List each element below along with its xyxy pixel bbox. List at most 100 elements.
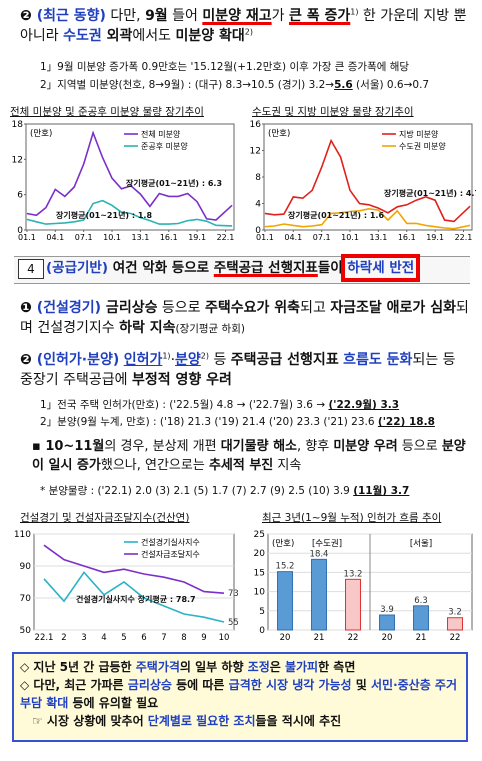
plot-frame xyxy=(25,123,235,231)
series-line xyxy=(26,199,233,227)
bar xyxy=(277,571,293,631)
point: ▪ 10~11월의 경우, 분상제 개편 대기물량 해소, 향후 미분양 우려 … xyxy=(32,438,472,476)
text-run: 미분양 우려 xyxy=(333,439,398,454)
series-line xyxy=(43,571,225,623)
chart: 0 4 8 12 16 (만호) 01.1 04.1 07.1 10.1 13.1 16.1 19.1 2… xyxy=(250,120,476,242)
text-run: 불가피 xyxy=(284,660,319,674)
footnote: 2」분양(9월 누계, 만호) : ('18) 21.3 ('19) 21.4 … xyxy=(40,415,480,430)
y-tick-label: 6 xyxy=(17,191,23,201)
text-run: 등 xyxy=(209,352,231,368)
text-run: 급격한 시장 냉각 가능성 xyxy=(228,678,352,692)
text-run: 들을 적시에 추진 xyxy=(255,714,342,728)
y-tick-label: 5 xyxy=(259,607,265,617)
x-tick-label: 5 xyxy=(121,633,126,643)
data-label: 55 xyxy=(228,618,239,628)
x-tick-label: 3 xyxy=(81,633,86,643)
text-run: 등으로 xyxy=(157,300,206,316)
x-tick-label: 07.1 xyxy=(313,233,331,242)
text-run: 은 xyxy=(269,660,285,674)
footnote: 1」9월 미분양 증가폭 0.9만호는 '15.12월(+1.2만호) 이후 가… xyxy=(40,60,480,75)
legend-label: 전체 미분양 xyxy=(141,129,181,139)
y-tick-label: 0 xyxy=(259,626,265,636)
x-tick-label: 22.1 xyxy=(35,633,54,643)
text-run: ▪ xyxy=(32,439,41,454)
text-run: (최근 동향) xyxy=(31,8,106,24)
summary-line: ◇ 지난 5년 간 급등한 주택가격의 일부 하향 조정은 불가피한 측면 xyxy=(20,658,460,676)
text-run: 주택가격 xyxy=(135,660,180,674)
text-run: 의 경우, 분상제 개편 xyxy=(104,439,221,454)
text-run: ❷ xyxy=(20,8,32,24)
text-run: (서울) 0.6→0.7 xyxy=(352,79,430,91)
x-tick-label: 8 xyxy=(181,633,186,643)
x-tick-label: 04.1 xyxy=(46,233,64,242)
data-label: 15.2 xyxy=(276,562,295,572)
y-tick-label: 110 xyxy=(14,530,31,540)
text-run: 등에 따른 xyxy=(171,678,229,692)
text-run: ☞ 시장 상황에 맞추어 xyxy=(32,714,148,728)
bar xyxy=(345,578,361,631)
text-run: , 향후 xyxy=(297,439,334,454)
text-run: ❶ xyxy=(20,300,32,316)
data-label: 6.3 xyxy=(414,596,428,606)
data-label: 73 xyxy=(228,589,239,599)
text-run: 주택공급 선행지표 xyxy=(230,352,339,368)
text-run: 및 xyxy=(351,678,371,692)
text-run: 에서도 xyxy=(132,28,176,45)
chart-title: 전체 미분양 및 준공후 미분양 물량 장기추이 xyxy=(10,106,204,118)
summary-box: ◇ 지난 5년 간 급등한 주택가격의 일부 하향 조정은 불가피한 측면 ◇ … xyxy=(12,652,468,742)
data-label: 13.2 xyxy=(344,569,363,579)
text-run: 등으로 xyxy=(397,439,442,454)
text-run: 한 가운데 지방 뿐 아니라 xyxy=(20,8,467,45)
y-tick-label: 12 xyxy=(250,147,261,157)
x-tick-label: 6 xyxy=(141,633,146,643)
x-tick-label: 10.1 xyxy=(103,233,121,242)
text-run: 주택공급 선행지표 xyxy=(213,260,318,276)
legend-label: 건설자금조달지수 xyxy=(141,549,200,559)
chart-title: 수도권 및 지방 미분양 물량 장기추이 xyxy=(252,106,414,118)
y-tick-label: 20 xyxy=(254,549,266,559)
footnote: 1」전국 주택 인허가(만호) : ('22.5월) 4.8 → ('22.7월… xyxy=(40,398,480,413)
summary-line: ☞ 시장 상황에 맞추어 단계별로 필요한 조치들을 적시에 추진 xyxy=(20,712,460,730)
text-run: 자금조달 애로가 심화 xyxy=(330,300,456,316)
x-tick-label: 22.1 xyxy=(455,233,473,242)
plot-frame xyxy=(263,123,473,231)
y-tick-label: 10 xyxy=(254,588,266,598)
text-run: 되고 xyxy=(300,300,331,316)
x-tick-label: 20 xyxy=(382,633,393,643)
group-label: [수도권] xyxy=(312,538,342,549)
text-run: 하락 지속 xyxy=(119,320,176,337)
text-run: 수도권 xyxy=(63,28,102,45)
chart: 0 5 10 15 20 25 (만호) 20 21 22 20 21 22 15.2 18.4 13.2 3.… xyxy=(254,530,473,643)
text-run: 2) xyxy=(244,27,253,37)
item: ❶ (건설경기) 금리상승 등으로 주택수요가 위축되고 자금조달 애로가 심화… xyxy=(20,298,472,339)
text-run: 분양 xyxy=(175,352,201,368)
x-tick-label: 4 xyxy=(101,633,106,643)
section-number: 4 xyxy=(18,259,44,279)
text-run: 했으나, 연간으로는 xyxy=(100,457,209,473)
legend-label: 수도권 미분양 xyxy=(399,141,446,151)
text-run: 다만, xyxy=(105,8,146,24)
footnote: 2」지역별 미분양(천호, 8→9월) : (대구) 8.3→10.5 (경기)… xyxy=(40,78,480,93)
text-run: 2) xyxy=(200,351,209,361)
x-tick-label: 9 xyxy=(201,633,206,643)
text-run: ◇ 지난 5년 간 급등한 xyxy=(20,660,136,674)
y-tick-label: 12 xyxy=(12,155,23,165)
text-run: 분양이 일시 증가 xyxy=(32,439,466,473)
text-run: 단계별로 필요한 조치 xyxy=(147,714,256,728)
x-tick-label: 20 xyxy=(280,633,291,643)
y-tick-label: 18 xyxy=(12,120,24,130)
x-tick-label: 10.1 xyxy=(341,233,359,242)
series-line xyxy=(264,207,471,230)
text-run: 금리상승 xyxy=(101,300,158,316)
text-run: * 분양물량 : ('22.1) 2.0 (3) 2.1 (5) 1.7 (7)… xyxy=(40,485,354,497)
section-title: (공급기반) 여건 악화 등으로 주택공급 선행지표들이 하락세 반전 xyxy=(46,254,476,282)
legend-label: 지방 미분양 xyxy=(399,129,439,139)
text-run: (장기평균 하회) xyxy=(175,323,245,336)
x-tick-label: 21 xyxy=(314,633,325,643)
chart: 50 70 90 110 22.1 2 3 4 5 6 7 8 9 10 건설경기실사지수 55 건설자금조달지… xyxy=(14,530,239,643)
y-tick-label: 4 xyxy=(255,200,261,210)
text-run: 미분양 확대 xyxy=(175,28,245,45)
x-tick-label: 22 xyxy=(348,633,359,643)
text-run: 미분양 재고 xyxy=(202,8,272,24)
